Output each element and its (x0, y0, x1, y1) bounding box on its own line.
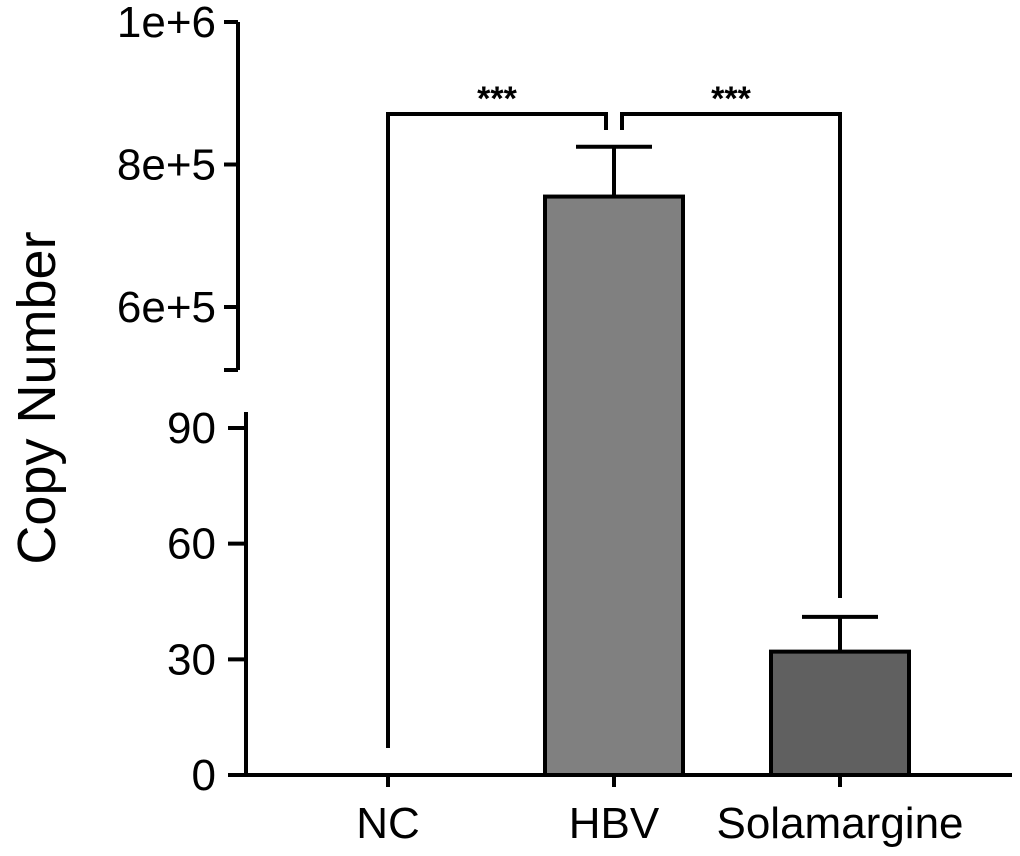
bars (543, 194, 911, 777)
x-tick-label: NC (356, 799, 420, 848)
bar-solamargine (769, 649, 911, 777)
y-tick-label: 8e+5 (117, 141, 216, 190)
sig-bracket-hbv-solamargine (620, 112, 842, 598)
y-tick-label: 90 (167, 404, 216, 453)
x-tick-label: HBV (569, 799, 660, 848)
y-ticks: 6e+5 8e+5 1e+6 0 30 60 90 (117, 0, 246, 800)
error-bars (576, 144, 878, 652)
sig-label: *** (477, 80, 517, 118)
y-tick-label: 60 (167, 520, 216, 569)
sig-bracket-nc-hbv (386, 112, 608, 748)
significance-brackets: *** *** (386, 80, 842, 748)
y-tick-label: 0 (192, 751, 216, 800)
y-tick-label: 30 (167, 635, 216, 684)
y-tick-label: 6e+5 (117, 283, 216, 332)
x-tick-label: Solamargine (716, 799, 963, 848)
y-tick-label: 1e+6 (117, 0, 216, 47)
y-axis-title: Copy Number (7, 231, 67, 564)
x-ticks: NC HBV Solamargine (356, 775, 964, 848)
sig-label: *** (711, 80, 751, 118)
bar-hbv (543, 194, 685, 777)
